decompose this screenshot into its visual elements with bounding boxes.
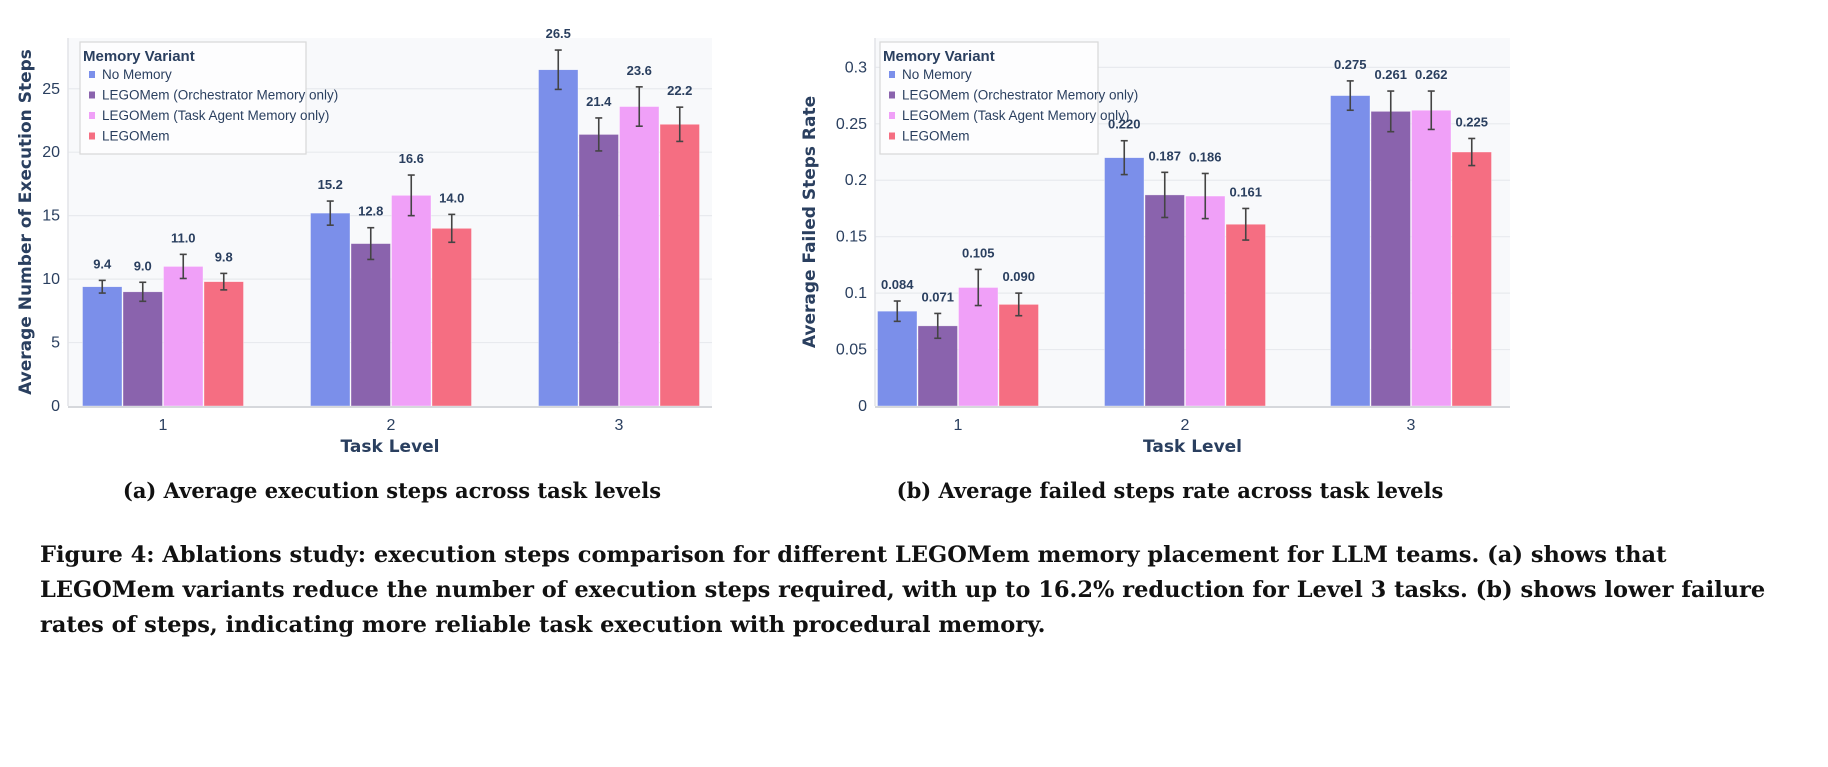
bar (538, 69, 579, 407)
data-label: 26.5 (546, 26, 571, 41)
legend-item: LEGOMem (Task Agent Memory only) (102, 108, 329, 123)
data-label: 12.8 (358, 204, 383, 219)
bar (350, 243, 391, 407)
legend-item: LEGOMem (Orchestrator Memory only) (102, 88, 338, 103)
legend-box (79, 41, 307, 155)
legend-item: LEGOMem (902, 129, 970, 144)
data-label: 9.8 (215, 249, 233, 264)
bar (1225, 223, 1266, 407)
data-label: 0.225 (1455, 114, 1488, 129)
legend-swatch (89, 91, 95, 99)
bar (998, 304, 1039, 407)
bar (1370, 111, 1411, 407)
y-tick-label: 0.3 (845, 59, 867, 76)
data-label: 22.2 (667, 83, 692, 98)
subcaption-a: (a) Average execution steps across task … (123, 478, 661, 503)
bar (1104, 157, 1145, 407)
bar (122, 291, 163, 407)
y-tick-label: 0.2 (845, 172, 867, 189)
data-label: 0.262 (1415, 67, 1448, 82)
data-label: 0.261 (1374, 67, 1407, 82)
legend-swatch (889, 91, 895, 99)
y-tick-label: 0.25 (836, 116, 867, 133)
y-axis-title: Average Number of Execution Steps (16, 49, 36, 395)
y-axis-title: Average Failed Steps Rate (800, 96, 820, 348)
data-label: 15.2 (318, 177, 343, 192)
data-label: 23.6 (627, 63, 652, 78)
data-label: 9.4 (93, 256, 112, 271)
data-label: 0.186 (1189, 149, 1222, 164)
legend-swatch (89, 112, 95, 119)
legend-swatch (89, 132, 95, 140)
legend-swatch (89, 71, 95, 78)
data-label: 16.6 (399, 151, 424, 166)
chart-b: 0 0.05 0.1 0.15 0.2 0.25 0.3 0.084 0.220 0.275 0.0… (800, 38, 1510, 457)
bar (877, 310, 918, 407)
bar (82, 286, 123, 407)
data-label: 0.071 (921, 289, 954, 304)
data-label: 14.0 (439, 190, 464, 205)
legend-item: LEGOMem (Orchestrator Memory only) (902, 88, 1138, 103)
bar (917, 325, 958, 407)
legend-item: LEGOMem (Task Agent Memory only) (902, 108, 1129, 123)
x-tick-label: 2 (1181, 417, 1190, 434)
x-axis-title: Task Level (1143, 437, 1242, 457)
data-label: 0.220 (1108, 117, 1141, 132)
legend: Memory Variant No Memory LEGOMem (Orchestr… (879, 41, 1138, 155)
bar (163, 266, 204, 407)
data-label: 0.275 (1334, 57, 1367, 72)
legend-swatch (889, 112, 895, 119)
data-label: 0.187 (1148, 148, 1181, 163)
y-tick-label: 25 (42, 81, 60, 98)
x-axis-title: Task Level (340, 437, 439, 457)
legend: Memory Variant No Memory LEGOMem (Orchestr… (79, 41, 338, 155)
bar (659, 123, 700, 407)
y-tick-label: 5 (51, 335, 60, 352)
bar (619, 106, 660, 407)
x-tick-label: 1 (954, 417, 963, 434)
bar (1185, 195, 1226, 407)
bar (1330, 95, 1371, 407)
y-tick-label: 0.15 (836, 229, 867, 246)
data-label: 0.161 (1229, 184, 1262, 199)
y-tick-label: 0 (858, 398, 867, 415)
chart-a: 0 5 10 15 20 25 9.4 15.2 26.5 9.0 12.8 21.4 11.0 16.6… (16, 26, 712, 457)
legend-swatch (889, 71, 895, 78)
legend-title: Memory Variant (83, 48, 195, 65)
legend-title: Memory Variant (883, 48, 995, 65)
data-label: 0.090 (1002, 269, 1035, 284)
x-tick-label: 2 (387, 417, 396, 434)
bar (391, 195, 432, 407)
y-tick-label: 10 (42, 271, 60, 288)
bar (1144, 194, 1185, 407)
bar (958, 287, 999, 407)
x-tick-label: 3 (1407, 417, 1416, 434)
data-label: 0.084 (881, 277, 914, 292)
legend-item: LEGOMem (102, 129, 170, 144)
y-tick-label: 20 (42, 144, 60, 161)
legend-item: No Memory (102, 67, 172, 82)
data-label: 0.105 (962, 245, 995, 260)
bar (431, 228, 472, 407)
y-tick-label: 0.1 (845, 285, 867, 302)
y-tick-label: 0.05 (836, 342, 867, 359)
data-label: 9.0 (134, 258, 152, 273)
bar (310, 212, 351, 407)
bar (203, 281, 244, 407)
bar (1451, 151, 1492, 407)
legend-swatch (889, 132, 895, 140)
data-label: 11.0 (171, 230, 196, 245)
data-label: 21.4 (586, 94, 612, 109)
figure-caption: Figure 4: Ablations study: execution ste… (40, 542, 1766, 638)
y-tick-label: 15 (42, 208, 60, 225)
x-tick-label: 1 (159, 417, 168, 434)
subcaption-b: (b) Average failed steps rate across tas… (897, 478, 1444, 503)
bar (578, 134, 619, 407)
legend-item: No Memory (902, 67, 972, 82)
y-tick-label: 0 (51, 398, 60, 415)
bar (1411, 109, 1452, 407)
legend-box (879, 41, 1099, 155)
x-tick-label: 3 (615, 417, 624, 434)
